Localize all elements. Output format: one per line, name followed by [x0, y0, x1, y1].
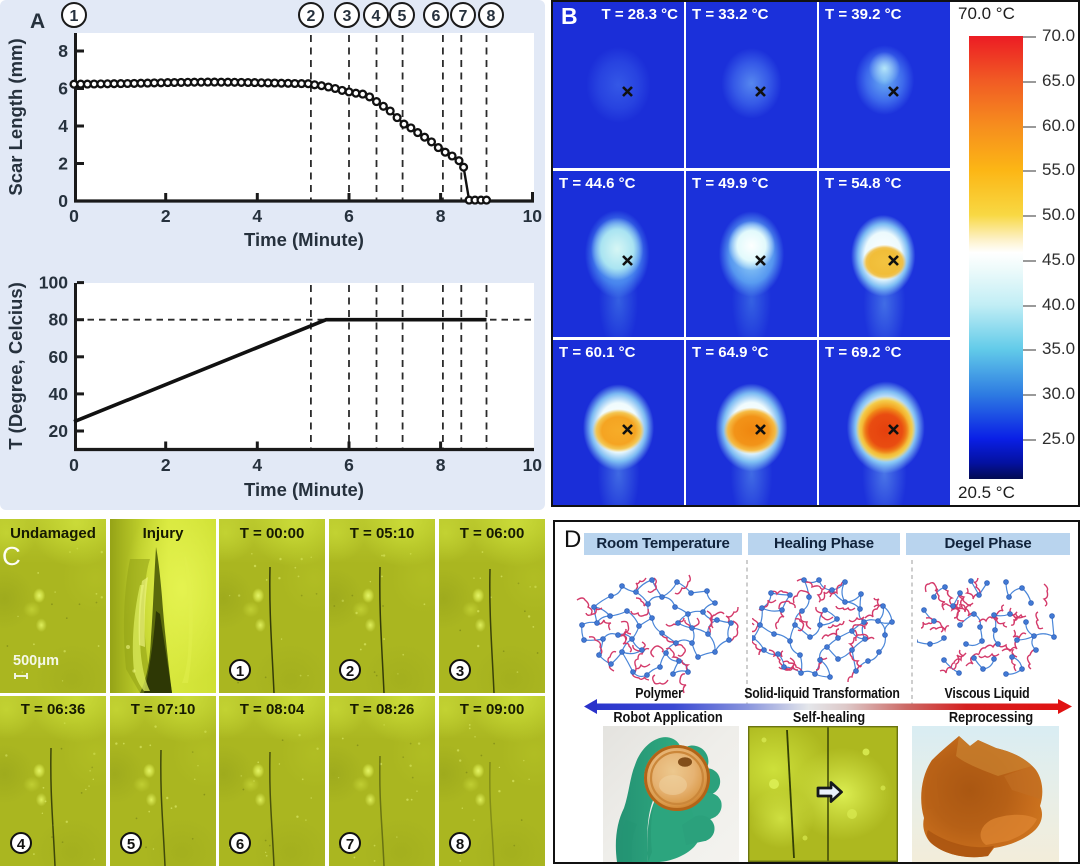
svg-text:4: 4: [58, 116, 68, 136]
svg-text:2: 2: [161, 206, 171, 226]
svg-text:8: 8: [436, 455, 446, 475]
svg-text:3: 3: [343, 8, 352, 25]
svg-text:4: 4: [252, 206, 262, 226]
svg-text:4: 4: [252, 455, 262, 475]
svg-text:60: 60: [49, 347, 69, 367]
svg-text:8: 8: [58, 41, 68, 61]
svg-text:A: A: [30, 10, 45, 33]
svg-text:6: 6: [58, 79, 68, 99]
svg-text:0: 0: [69, 455, 79, 475]
svg-text:0: 0: [58, 191, 68, 211]
svg-text:8: 8: [487, 8, 496, 25]
svg-text:8: 8: [436, 206, 446, 226]
svg-text:80: 80: [49, 310, 69, 330]
svg-text:100: 100: [39, 273, 68, 293]
svg-text:2: 2: [307, 8, 316, 25]
svg-text:4: 4: [372, 8, 381, 25]
svg-text:6: 6: [344, 455, 354, 475]
svg-text:6: 6: [432, 8, 441, 25]
svg-text:Scar Length (mm): Scar Length (mm): [5, 38, 26, 195]
svg-text:10: 10: [523, 455, 543, 475]
svg-text:2: 2: [58, 154, 68, 174]
svg-text:7: 7: [459, 8, 468, 25]
svg-text:5: 5: [398, 8, 407, 25]
svg-text:20: 20: [49, 421, 69, 441]
svg-text:Time (Minute): Time (Minute): [244, 229, 364, 250]
svg-text:10: 10: [523, 206, 543, 226]
svg-text:2: 2: [161, 455, 171, 475]
svg-text:T (Degree, Celcius): T (Degree, Celcius): [5, 282, 26, 450]
svg-text:1: 1: [70, 8, 79, 25]
svg-text:40: 40: [49, 384, 69, 404]
svg-text:0: 0: [69, 206, 79, 226]
svg-text:6: 6: [344, 206, 354, 226]
svg-text:Time (Minute): Time (Minute): [244, 479, 364, 500]
